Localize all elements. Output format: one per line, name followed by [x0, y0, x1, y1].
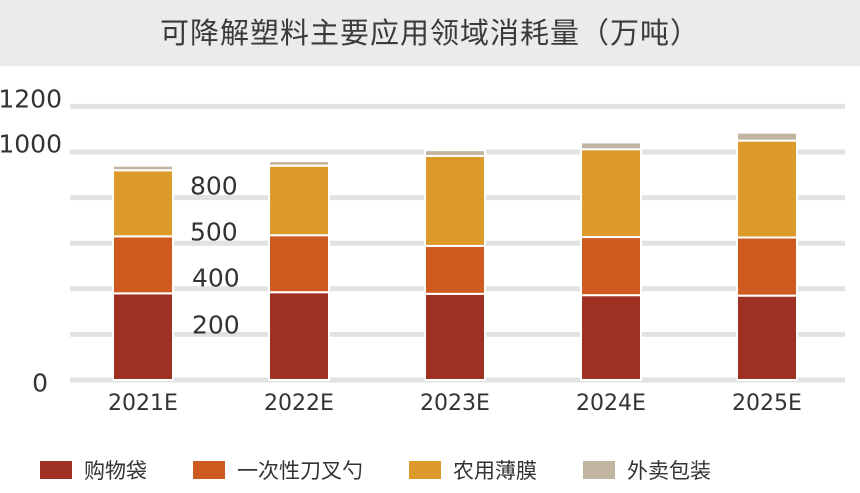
- y-tick-label: 500: [190, 218, 238, 247]
- legend-swatch-disposable-cutlery: [193, 461, 225, 479]
- y-tick-label: 1000: [0, 130, 62, 159]
- bar-segment: [268, 164, 330, 237]
- bar-segment: [580, 141, 642, 151]
- x-tick-label: 2021E: [108, 391, 178, 416]
- legend-label-agri-film: 农用薄膜: [453, 459, 537, 483]
- y-tick-label: 1200: [0, 85, 62, 114]
- x-tick-label: 2024E: [576, 391, 646, 416]
- legend-item-takeout-packaging: 外卖包装: [583, 455, 711, 485]
- legend-swatch-agri-film: [409, 461, 441, 479]
- bar-segment: [268, 160, 330, 167]
- legend-swatch-shopping-bags: [40, 461, 72, 479]
- legend-item-shopping-bags: 购物袋: [40, 455, 147, 485]
- bar-segment: [424, 149, 486, 157]
- bar-segment: [424, 154, 486, 247]
- bar-segment: [736, 294, 798, 382]
- bar-segment: [736, 139, 798, 239]
- y-tick-label: 800: [190, 172, 238, 201]
- bar-segment: [112, 164, 174, 172]
- title-bar: [0, 0, 860, 66]
- legend-label-takeout-packaging: 外卖包装: [627, 459, 711, 483]
- legend: 购物袋 一次性刀叉勺 农用薄膜 外卖包装: [40, 452, 840, 488]
- y-tick-label: 400: [192, 264, 240, 293]
- x-tick-label: 2025E: [732, 391, 802, 416]
- bar-segment: [424, 244, 486, 295]
- bar-segment: [268, 234, 330, 294]
- legend-item-agri-film: 农用薄膜: [409, 455, 537, 485]
- legend-item-disposable-cutlery: 一次性刀叉勺: [193, 455, 363, 485]
- legend-label-shopping-bags: 购物袋: [84, 459, 147, 483]
- bar-segment: [424, 292, 486, 382]
- y-tick-label: 0: [32, 369, 48, 398]
- bar-segment: [580, 294, 642, 381]
- x-tick-label: 2023E: [420, 391, 490, 416]
- bar-segment: [736, 131, 798, 142]
- bar-segment: [268, 291, 330, 381]
- y-tick-label: 200: [192, 311, 240, 340]
- bar-segment: [580, 148, 642, 239]
- bar-segment: [112, 235, 174, 295]
- x-tick-label: 2022E: [264, 391, 334, 416]
- bar-segment: [580, 236, 642, 297]
- chart-title: 可降解塑料主要应用领域消耗量（万吨）: [159, 16, 700, 50]
- bar-segment: [736, 236, 798, 297]
- legend-label-disposable-cutlery: 一次性刀叉勺: [237, 459, 363, 483]
- bar-segment: [112, 292, 174, 381]
- bar-segment: [112, 169, 174, 238]
- legend-swatch-takeout-packaging: [583, 461, 615, 479]
